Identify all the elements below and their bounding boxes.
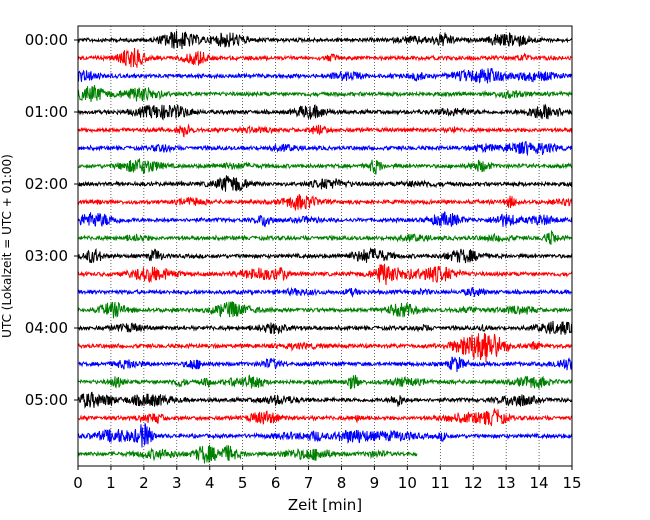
y-tick-label: 01:00 [25, 103, 68, 121]
y-tick-label: 02:00 [25, 175, 68, 193]
x-tick-label: 7 [304, 474, 314, 492]
seismic-trace [77, 141, 573, 157]
seismic-trace [77, 444, 418, 464]
y-axis-ticks: 00:00 01:00 02:00 03:00 04:00 05:00 [25, 31, 78, 409]
x-tick-label: 13 [497, 474, 516, 492]
seismic-trace [77, 85, 573, 102]
x-tick-label: 12 [464, 474, 483, 492]
y-axis-label: UTC (Lokalzeit = UTC + 01:00) [0, 154, 14, 338]
seismic-trace [77, 374, 573, 390]
seismic-trace [77, 175, 573, 192]
x-tick-label: 11 [431, 474, 450, 492]
seismic-trace [77, 263, 573, 286]
x-axis-label: Zeit [min] [288, 496, 362, 514]
y-tick-label: 04:00 [25, 319, 68, 337]
x-tick-label: 2 [139, 474, 149, 492]
seismic-trace [77, 48, 573, 68]
x-tick-label: 3 [172, 474, 182, 492]
seismic-trace [77, 194, 573, 212]
seismic-trace [77, 391, 573, 409]
x-tick-label: 15 [562, 474, 581, 492]
x-tick-label: 9 [370, 474, 380, 492]
seismic-trace [77, 246, 573, 264]
x-tick-label: 4 [205, 474, 215, 492]
seismic-trace [77, 158, 573, 175]
seismic-trace [77, 286, 573, 298]
y-tick-label: 00:00 [25, 31, 68, 49]
plot-frame [77, 25, 573, 467]
x-tick-label: 14 [530, 474, 549, 492]
seismic-trace [77, 229, 573, 245]
x-tick-label: 6 [271, 474, 281, 492]
x-tick-label: 8 [337, 474, 347, 492]
seismic-trace [77, 356, 573, 373]
seismic-trace [77, 320, 573, 335]
x-tick-label: 1 [106, 474, 116, 492]
trace-layer [77, 30, 573, 464]
seismic-trace [77, 68, 573, 84]
seismic-trace [77, 407, 573, 426]
x-tick-label: 5 [238, 474, 248, 492]
seismic-trace [77, 103, 573, 121]
x-axis-ticks: 0 1 2 3 4 5 6 7 8 9 10 11 12 13 14 15 [73, 466, 582, 492]
seismic-trace [77, 301, 573, 319]
seismic-trace [77, 211, 573, 228]
seismic-trace [77, 30, 573, 50]
seismic-trace [77, 423, 573, 448]
x-tick-label: 0 [73, 474, 83, 492]
x-tick-label: 10 [398, 474, 417, 492]
seismic-trace [77, 123, 573, 138]
seismic-trace [77, 332, 573, 363]
y-tick-label: 05:00 [25, 391, 68, 409]
y-tick-label: 03:00 [25, 247, 68, 265]
